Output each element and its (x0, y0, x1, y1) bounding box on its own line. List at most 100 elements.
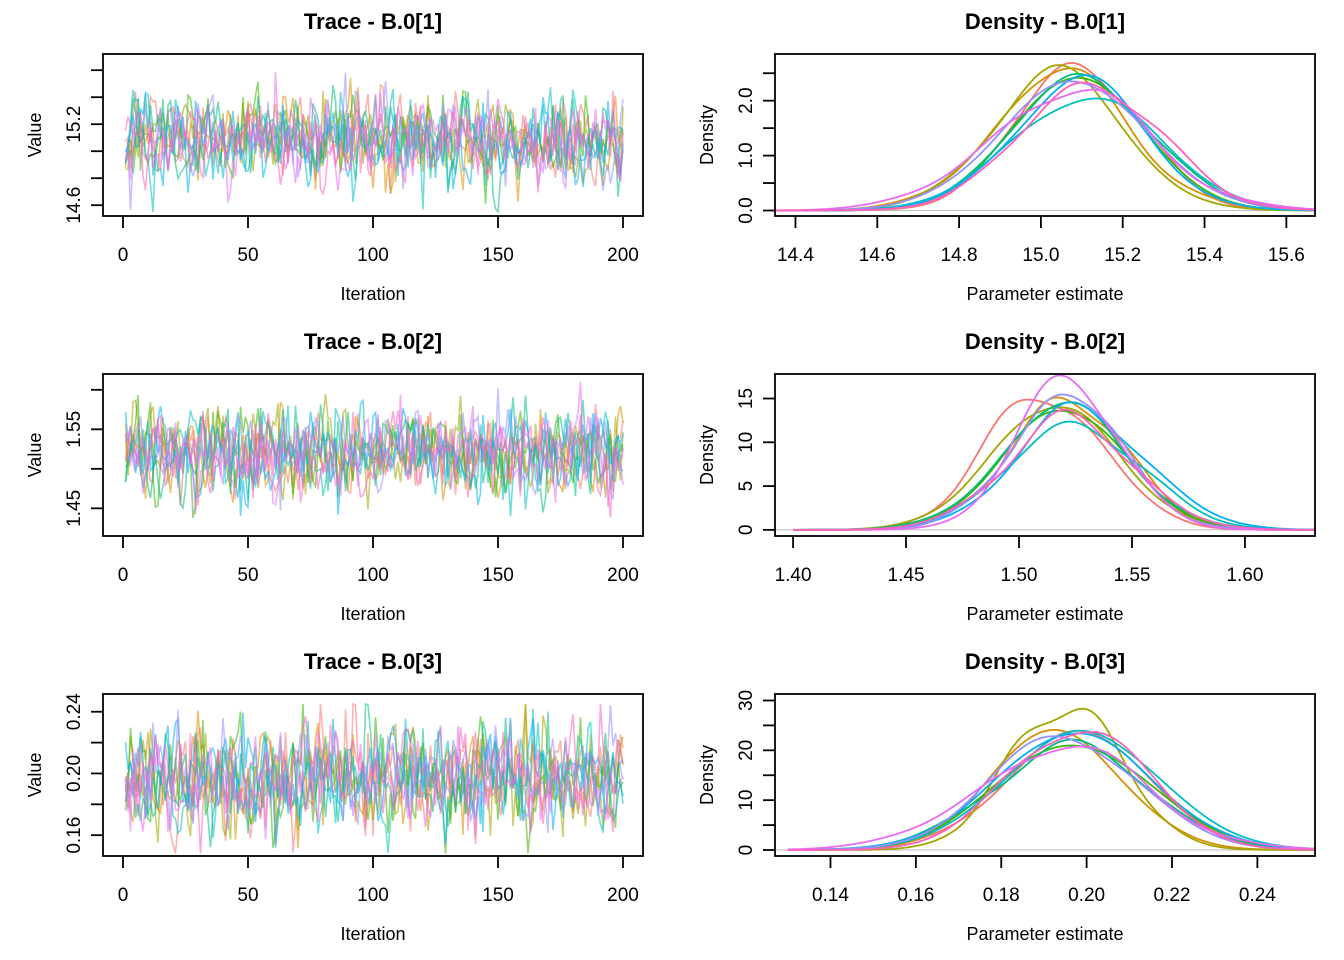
trace-line-chain-9 (124, 381, 624, 515)
x-tick-label: 0 (118, 245, 129, 266)
x-tick-label: 15.4 (1186, 245, 1223, 266)
density-curve-chain-9 (775, 88, 1315, 212)
density-curve-chain-2 (793, 396, 1315, 531)
chart-title: Trace - B.0[2] (304, 329, 442, 354)
density-curve-chain-10 (775, 81, 1315, 212)
plot-area (124, 72, 624, 214)
y-axis-label: Value (25, 753, 45, 798)
x-axis-label: Parameter estimate (966, 604, 1123, 624)
x-tick-label: 0.22 (1154, 885, 1191, 906)
density-curve-chain-7 (775, 74, 1315, 212)
chart-title: Trace - B.0[3] (304, 649, 442, 674)
density-curve-chain-9 (787, 745, 1315, 851)
x-tick-label: 1.40 (775, 565, 812, 586)
x-tick-label: 15.0 (1022, 245, 1059, 266)
x-tick-label: 1.50 (1001, 565, 1038, 586)
plot-frame (774, 53, 1316, 217)
chart-title: Density - B.0[2] (965, 329, 1125, 354)
x-tick-label: 14.6 (859, 245, 896, 266)
density-curve-chain-1 (775, 61, 1315, 212)
y-axis-label: Density (697, 425, 717, 485)
y-tick-label: 15 (736, 388, 757, 409)
y-tick-label: 0.24 (64, 693, 85, 730)
x-axis-label: Parameter estimate (966, 924, 1123, 944)
density-curve-chain-5 (775, 73, 1315, 212)
y-axis-label: Value (25, 433, 45, 478)
density-curve-chain-4 (793, 409, 1315, 531)
trace-panel-b0-1: Trace - B.0[1] 0 50 100 150 200 14.6 15.2 Iterat… (25, 9, 644, 304)
y-tick-label: 10 (736, 790, 757, 811)
trace-line-chain-9 (124, 725, 624, 840)
y-tick-label: 10 (736, 432, 757, 453)
density-curve-chain-7 (793, 401, 1315, 531)
density-curve-chain-8 (787, 735, 1315, 851)
trace-panel-b0-3: Trace - B.0[3] 0 50 100 150 200 0.16 0.20 0.24 It… (25, 649, 644, 944)
x-tick-label: 100 (357, 565, 389, 586)
trace-line-chain-10 (124, 91, 624, 196)
y-axis-label: Density (697, 105, 717, 165)
y-tick-label: 0.20 (64, 755, 85, 792)
x-tick-label: 14.8 (941, 245, 978, 266)
y-tick-label: 1.45 (64, 490, 85, 527)
density-curve-chain-7 (787, 732, 1315, 851)
chart-title: Trace - B.0[1] (304, 9, 442, 34)
plot-area (775, 374, 1315, 531)
x-tick-label: 200 (607, 245, 639, 266)
density-curve-chain-8 (793, 393, 1315, 531)
trace-line-chain-10 (124, 410, 624, 518)
y-axis-label: Density (697, 745, 717, 805)
y-tick-label: 0 (736, 845, 757, 856)
density-curve-chain-1 (793, 398, 1315, 531)
density-curve-chain-6 (775, 97, 1315, 212)
x-tick-label: 100 (357, 885, 389, 906)
x-tick-label: 150 (482, 245, 514, 266)
density-curve-chain-5 (793, 401, 1315, 531)
x-tick-label: 0 (118, 565, 129, 586)
plot-area (775, 707, 1315, 851)
y-tick-label: 20 (736, 740, 757, 761)
x-tick-label: 0.18 (983, 885, 1020, 906)
x-tick-label: 1.45 (888, 565, 925, 586)
density-panel-b0-3: Density - B.0[3] 0.14 0.16 0.18 0.20 0.22 0.24… (697, 649, 1316, 944)
y-tick-label: 0 (736, 525, 757, 536)
y-tick-label: 1.0 (736, 142, 757, 168)
x-tick-label: 1.60 (1226, 565, 1263, 586)
trace-line-chain-2 (124, 77, 624, 202)
density-panel-b0-2: Density - B.0[2] 1.40 1.45 1.50 1.55 1.60 0 5 10… (697, 329, 1316, 624)
y-tick-label: 1.55 (64, 411, 85, 448)
x-tick-label: 1.55 (1113, 565, 1150, 586)
density-curve-chain-3 (775, 64, 1315, 212)
density-panel-b0-1: Density - B.0[1] 14.4 14.6 14.8 15.0 15.2 15.4… (697, 9, 1316, 304)
trace-panel-b0-2: Trace - B.0[2] 0 50 100 150 200 1.45 1.55 Iterat… (25, 329, 644, 624)
x-tick-label: 0 (118, 885, 129, 906)
density-curve-chain-4 (775, 76, 1315, 212)
x-tick-label: 50 (237, 565, 258, 586)
density-curve-chain-10 (787, 731, 1315, 851)
x-tick-label: 150 (482, 565, 514, 586)
plot-area (775, 61, 1315, 212)
y-tick-label: 14.6 (64, 187, 85, 224)
x-tick-label: 50 (237, 245, 258, 266)
x-tick-label: 0.24 (1239, 885, 1276, 906)
chart-title: Density - B.0[1] (965, 9, 1125, 34)
plot-area (124, 381, 624, 518)
density-curve-chain-9 (793, 374, 1315, 531)
x-axis-label: Parameter estimate (966, 284, 1123, 304)
y-tick-label: 15.2 (64, 106, 85, 143)
density-curve-chain-3 (787, 707, 1315, 851)
x-tick-label: 15.6 (1268, 245, 1305, 266)
x-tick-label: 200 (607, 565, 639, 586)
x-tick-label: 200 (607, 885, 639, 906)
x-axis-label: Iteration (340, 284, 405, 304)
x-tick-label: 14.4 (777, 245, 814, 266)
y-axis-label: Value (25, 113, 45, 158)
x-tick-label: 0.16 (897, 885, 934, 906)
x-tick-label: 150 (482, 885, 514, 906)
x-tick-label: 100 (357, 245, 389, 266)
y-tick-label: 30 (736, 690, 757, 711)
y-tick-label: 2.0 (736, 87, 757, 113)
plot-area (124, 702, 624, 854)
y-tick-label: 0.0 (736, 197, 757, 223)
x-axis-label: Iteration (340, 604, 405, 624)
